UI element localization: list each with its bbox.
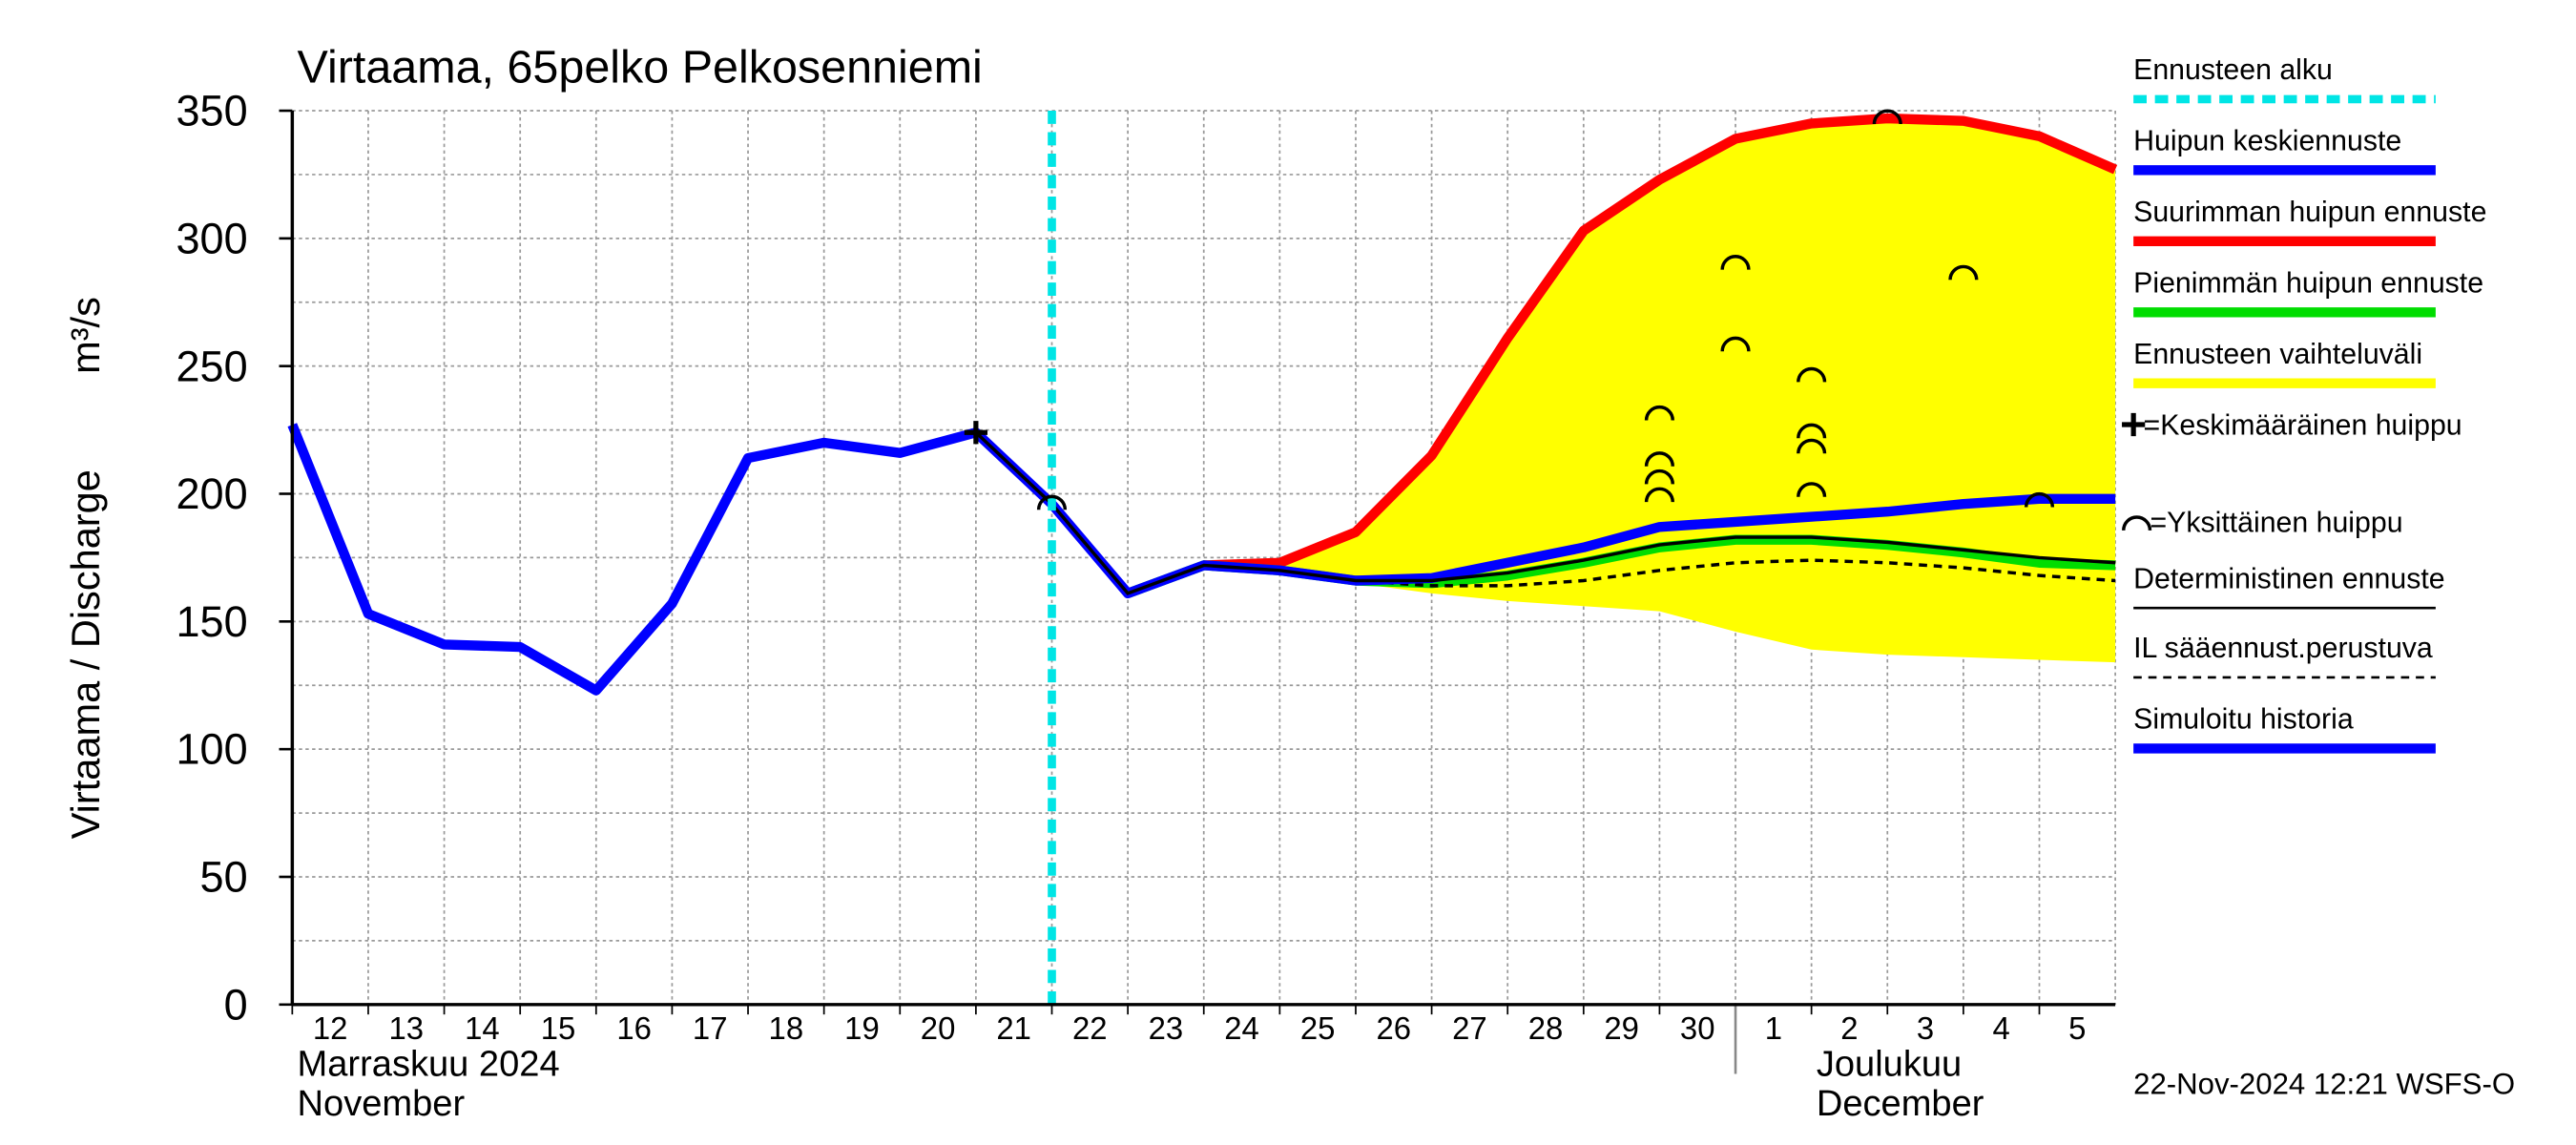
single-peak — [1797, 366, 1827, 383]
y-tick-label: 150 — [177, 597, 248, 646]
x-tick-label: 24 — [1224, 1010, 1259, 1046]
legend-symbol — [2122, 515, 2152, 531]
month-label-en: December — [1817, 1084, 1984, 1124]
x-tick-label: 16 — [616, 1010, 652, 1046]
x-tick-label: 2 — [1840, 1010, 1858, 1046]
y-tick-label: 0 — [224, 980, 248, 1029]
x-tick-label: 18 — [769, 1010, 804, 1046]
single-peak — [1720, 255, 1751, 270]
x-tick-label: 21 — [996, 1010, 1031, 1046]
chart-title: Virtaama, 65pelko Pelkosenniemi — [298, 42, 983, 94]
x-tick-label: 12 — [313, 1010, 348, 1046]
x-tick-label: 29 — [1604, 1010, 1639, 1046]
x-tick-label: 27 — [1452, 1010, 1487, 1046]
month-label-en: November — [298, 1084, 466, 1124]
x-tick-label: 22 — [1072, 1010, 1108, 1046]
single-peak — [1644, 406, 1674, 421]
x-tick-label: 15 — [541, 1010, 576, 1046]
x-tick-label: 4 — [1993, 1010, 2010, 1046]
month-label: Joulukuu — [1817, 1044, 1962, 1084]
x-tick-label: 5 — [2068, 1010, 2086, 1046]
single-peak — [1797, 438, 1827, 454]
x-tick-label: 17 — [693, 1010, 728, 1046]
y-tick-label: 250 — [177, 342, 248, 390]
y-tick-label: 300 — [177, 214, 248, 262]
y-tick-label: 100 — [177, 725, 248, 774]
legend-label: =Yksittäinen huippu — [2150, 508, 2402, 539]
mean-peak — [964, 421, 987, 445]
x-tick-label: 13 — [388, 1010, 424, 1046]
x-tick-label: 23 — [1149, 1010, 1184, 1046]
series-line — [1355, 558, 2116, 588]
x-tick-label: 20 — [921, 1010, 956, 1046]
legend-label: Ennusteen alku — [2133, 54, 2333, 86]
legend-label: IL sääennust.perustuva — [2133, 633, 2433, 664]
x-tick-label: 30 — [1680, 1010, 1715, 1046]
single-peak — [1644, 468, 1674, 485]
single-peak — [1948, 264, 1979, 281]
forecast-band — [1203, 118, 2116, 663]
single-peak — [1644, 451, 1674, 467]
legend-label: =Keskimääräinen huippu — [2144, 409, 2462, 441]
single-peak — [1036, 494, 1068, 510]
series-line — [287, 423, 1056, 696]
x-tick-label: 19 — [844, 1010, 880, 1046]
month-label: Marraskuu 2024 — [298, 1044, 560, 1084]
legend-label: Simuloitu historia — [2133, 704, 2354, 736]
y-tick-label: 50 — [200, 853, 248, 902]
single-peak — [1720, 336, 1751, 352]
single-peak — [2024, 492, 2055, 508]
legend-label: Suurimman huipun ennuste — [2133, 197, 2486, 228]
x-tick-label: 3 — [1917, 1010, 1934, 1046]
x-tick-label: 14 — [465, 1010, 500, 1046]
single-peak — [1797, 482, 1827, 497]
series-line — [974, 431, 2116, 595]
x-tick-label: 1 — [1765, 1010, 1782, 1046]
y-tick-label: 350 — [177, 87, 248, 135]
y-tick-label: 200 — [177, 469, 248, 518]
y-axis-unit: m³/s — [63, 297, 108, 374]
legend-label: Ennusteen vaihteluväli — [2133, 339, 2422, 370]
legend-label: Deterministinen ennuste — [2133, 563, 2444, 594]
y-axis-label: Virtaama / Discharge — [63, 469, 108, 839]
single-peak — [1797, 423, 1827, 439]
single-peak — [1644, 487, 1674, 503]
x-tick-label: 28 — [1528, 1010, 1564, 1046]
x-tick-label: 25 — [1300, 1010, 1336, 1046]
x-tick-label: 26 — [1376, 1010, 1411, 1046]
footer: 22-Nov-2024 12:21 WSFS-O — [2133, 1067, 2515, 1100]
single-peak — [1872, 109, 1902, 125]
legend-label: Pienimmän huipun ennuste — [2133, 267, 2483, 299]
legend-label: Huipun keskiennuste — [2133, 126, 2401, 157]
legend-symbol — [2122, 412, 2146, 437]
series-line — [1203, 113, 2118, 571]
